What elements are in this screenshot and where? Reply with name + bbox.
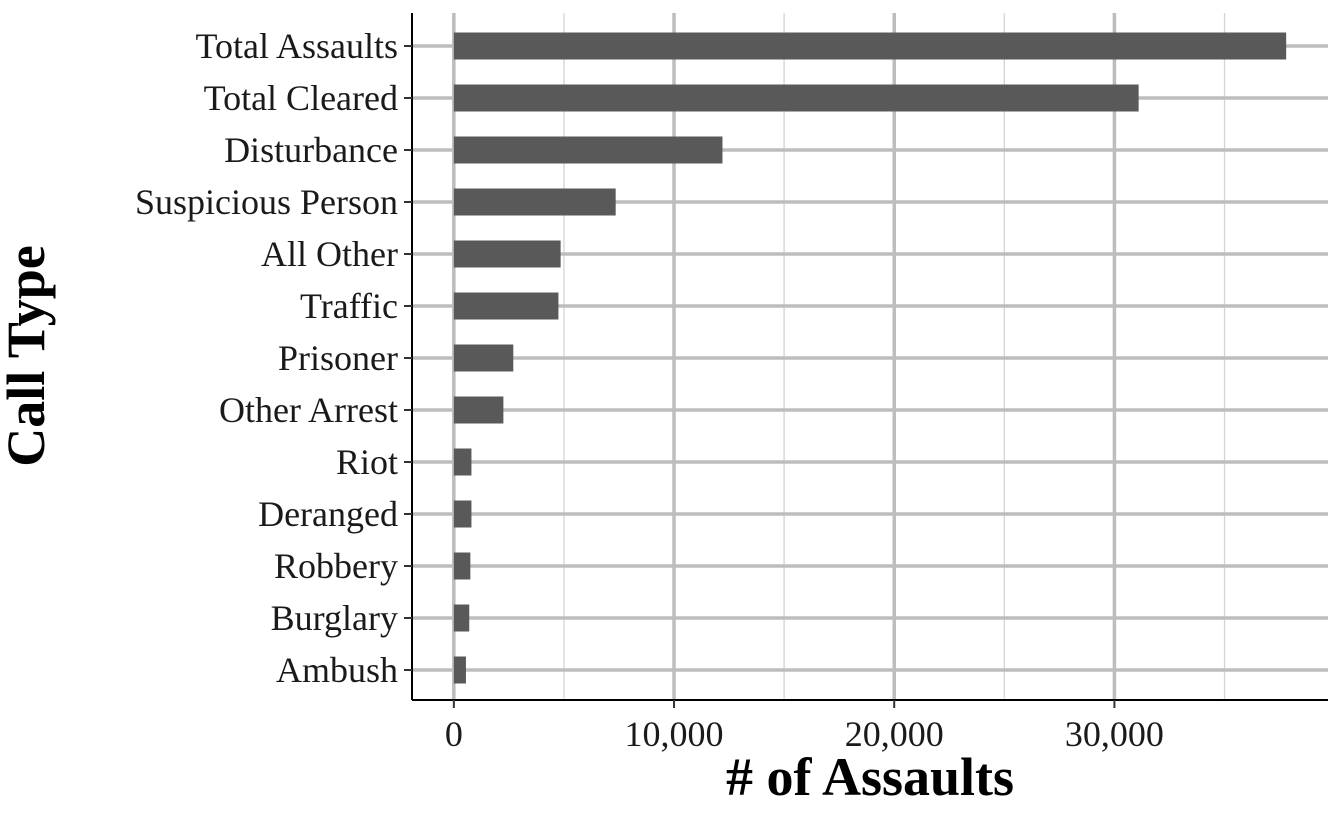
y-axis-title: Call Type xyxy=(0,245,56,467)
y-tick-label: Total Cleared xyxy=(204,78,398,118)
bars xyxy=(453,32,1287,684)
y-tick-label: Riot xyxy=(336,442,398,482)
x-axis-title: # of Assaults xyxy=(726,747,1014,807)
y-tick-marks xyxy=(404,45,412,671)
y-tick-label: Burglary xyxy=(271,598,398,638)
bar xyxy=(453,604,470,632)
y-tick-label: Prisoner xyxy=(278,338,398,378)
x-tick-label: 10,000 xyxy=(625,714,724,754)
bar xyxy=(453,292,559,320)
y-tick-label: Other Arrest xyxy=(219,390,398,430)
y-tick-labels: Total Assaults Total Cleared Disturbance Su… xyxy=(135,26,398,690)
y-tick-label: Traffic xyxy=(300,286,398,326)
y-tick-label: Disturbance xyxy=(224,130,398,170)
bar xyxy=(453,396,504,424)
bar xyxy=(453,136,723,164)
bar xyxy=(453,240,561,268)
y-tick-label: Robbery xyxy=(274,546,398,586)
y-tick-label: Total Assaults xyxy=(196,26,398,66)
y-tick-label: Suspicious Person xyxy=(135,182,398,222)
bar xyxy=(453,344,514,372)
x-tick-marks xyxy=(452,700,1116,708)
y-tick-label: Deranged xyxy=(258,494,398,534)
x-tick-label: 30,000 xyxy=(1065,714,1164,754)
axes xyxy=(411,13,1328,701)
x-tick-label: 20,000 xyxy=(845,714,944,754)
y-tick-label: All Other xyxy=(261,234,398,274)
bar xyxy=(453,500,472,528)
grid-lines xyxy=(412,13,1328,700)
y-tick-label: Ambush xyxy=(276,650,398,690)
x-tick-labels: 0 10,000 20,000 30,000 xyxy=(445,714,1164,754)
bar xyxy=(453,656,466,684)
bar xyxy=(453,448,472,476)
bar xyxy=(453,84,1139,112)
bar xyxy=(453,188,616,216)
x-tick-label: 0 xyxy=(445,714,463,754)
bar xyxy=(453,32,1287,60)
bar xyxy=(453,552,471,580)
